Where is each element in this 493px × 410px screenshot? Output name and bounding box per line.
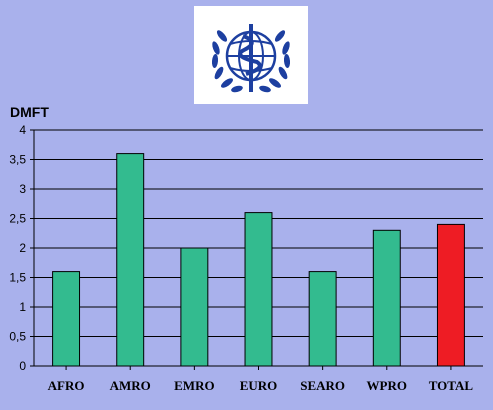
x-axis-categories: AFRO AMRO EMRO EURO SEARO WPRO TOTAL	[48, 366, 474, 393]
chart-bars	[52, 153, 465, 367]
bar-searo	[308, 271, 337, 367]
who-emblem-icon	[211, 24, 291, 93]
y-tick-label: 0	[19, 359, 26, 373]
bar-emro	[180, 247, 209, 367]
bar-total	[436, 223, 465, 367]
x-category-label: EMRO	[174, 378, 214, 393]
y-tick-label: 2	[19, 241, 26, 255]
y-tick-label: 1	[19, 300, 26, 314]
x-category-label: WPRO	[367, 378, 407, 393]
y-tick-label: 3,5	[9, 153, 26, 167]
x-category-label: SEARO	[300, 378, 345, 393]
x-category-label: TOTAL	[429, 378, 474, 393]
bar-afro	[52, 271, 81, 367]
y-tick-label: 1,5	[9, 271, 26, 285]
y-axis-ticks: 0 0,5 1 1,5 2 2,5 3 3,5 4	[9, 123, 34, 373]
y-axis-label: DMFT	[10, 104, 49, 120]
y-tick-label: 2,5	[9, 212, 26, 226]
who-emblem-logo	[194, 6, 308, 104]
bar-amro	[116, 153, 145, 367]
y-tick-label: 3	[19, 182, 26, 196]
x-category-label: EURO	[240, 378, 278, 393]
bar-euro	[244, 212, 273, 367]
x-category-label: AFRO	[48, 378, 85, 393]
y-tick-label: 4	[19, 123, 26, 137]
bar-wpro	[372, 229, 401, 367]
x-category-label: AMRO	[110, 378, 151, 393]
y-tick-label: 0,5	[9, 330, 26, 344]
